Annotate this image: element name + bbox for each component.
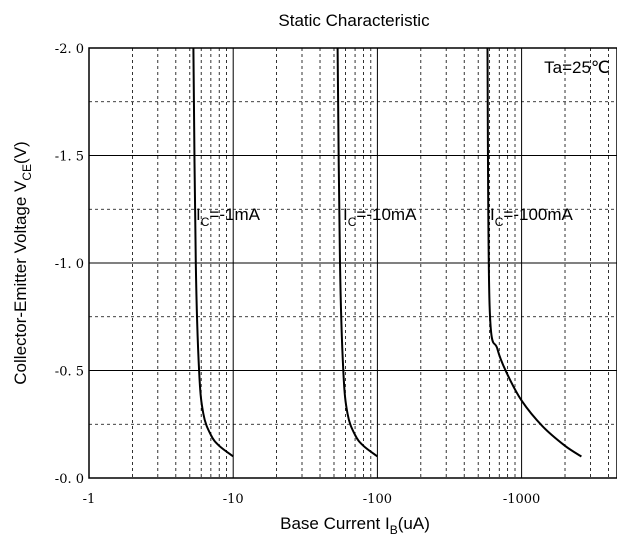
x-tick-labels: -1 -10 -100 -1000: [83, 492, 541, 507]
condition-label: Ta=25℃: [544, 58, 610, 77]
x-tick-label: -1: [83, 492, 96, 507]
y-tick-label: -1. 5: [55, 150, 84, 165]
x-tick-label: -1000: [503, 492, 540, 507]
series-curves: [192, 47, 582, 458]
grid: [89, 48, 617, 478]
annotation-ic-1ma: IC=-1mA: [196, 205, 261, 229]
x-axis-label: Base Current IB(uA): [280, 514, 430, 537]
x-tick-label: -10: [223, 492, 244, 507]
y-tick-labels: -0. 0 -0. 5 -1. 0 -1. 5 -2. 0: [55, 42, 84, 487]
series-line-3: [486, 47, 582, 458]
plot-frame: [88, 47, 617, 479]
chart-title: Static Characteristic: [278, 11, 430, 30]
y-axis-label: Collector-Emitter Voltage VCE(V): [11, 141, 34, 384]
series-line-1: [192, 47, 234, 458]
y-tick-label: -1. 0: [55, 257, 84, 272]
annotation-ic-10ma: IC=-10mA: [343, 205, 417, 229]
annotation-ic-100ma: IC=-100mA: [490, 205, 574, 229]
series-line-2: [336, 47, 379, 458]
y-tick-label: -2. 0: [55, 42, 84, 57]
y-tick-label: -0. 5: [55, 365, 84, 380]
x-tick-label: -100: [363, 492, 392, 507]
y-tick-label: -0. 0: [55, 472, 84, 487]
